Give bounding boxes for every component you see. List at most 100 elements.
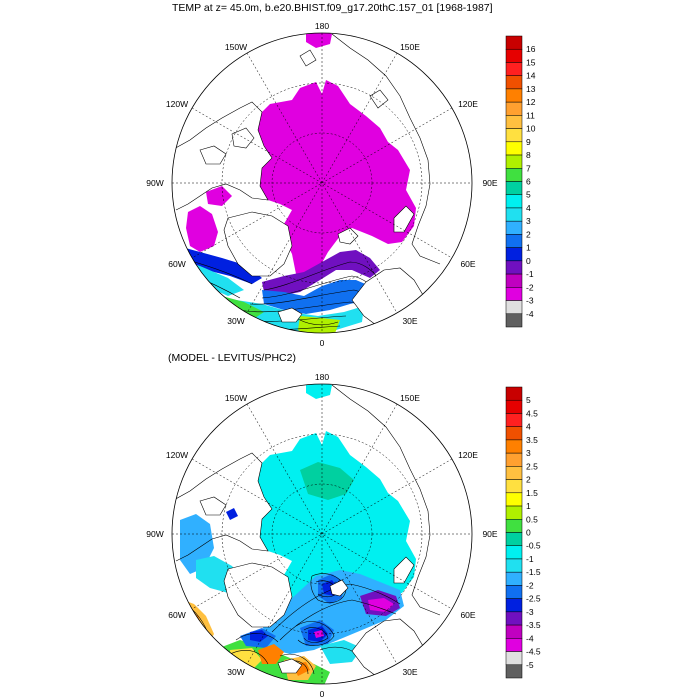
colorbar-swatch [505, 194, 523, 209]
colorbar-tick-label: -5 [526, 660, 534, 670]
panel1-field-labrador [178, 246, 262, 284]
colorbar-tick-label: -2.5 [526, 594, 541, 604]
colorbar-swatch [505, 220, 523, 235]
colorbar-swatch [505, 273, 523, 288]
colorbar-tick-label: 10 [526, 124, 536, 134]
lon-label: 150E [400, 42, 420, 52]
colorbar-tick-label: 0 [526, 256, 531, 266]
colorbar-tick-label: 14 [526, 71, 536, 81]
colorbar-swatch [505, 168, 523, 182]
panel2-map-border [171, 383, 473, 685]
colorbar-tick-label: 2 [526, 229, 531, 239]
colorbar-swatch [505, 479, 523, 494]
lon-label: 120E [458, 99, 478, 109]
colorbar-tick-label: -4 [526, 633, 534, 643]
colorbar-tick-label: -4.5 [526, 647, 541, 657]
colorbar-swatch [505, 651, 523, 666]
colorbar-swatch [505, 532, 523, 546]
colorbar-swatch [505, 505, 523, 520]
colorbar-tick-label: 8 [526, 150, 531, 160]
colorbar-tick-label: 9 [526, 137, 531, 147]
colorbar-swatch [505, 75, 523, 90]
colorbar-tick-label: 0 [526, 528, 531, 538]
colorbar-tick-label: -2 [526, 282, 534, 292]
lon-label: 30E [402, 316, 417, 326]
colorbar-swatch [505, 300, 523, 315]
colorbar-swatch [505, 399, 523, 414]
colorbar-tick-label: -2 [526, 580, 534, 590]
colorbar-tick-label: -1.5 [526, 567, 541, 577]
colorbar-swatch [505, 598, 523, 613]
colorbar-tick-label: 2 [526, 475, 531, 485]
colorbar-swatch [505, 638, 523, 652]
lon-label: 0 [320, 689, 325, 699]
colorbar-swatch [505, 115, 523, 129]
lon-label: 30E [402, 667, 417, 677]
colorbar-swatch [505, 101, 523, 116]
lon-label: 120E [458, 450, 478, 460]
colorbar-swatch [505, 545, 523, 560]
colorbar-swatch [505, 571, 523, 586]
colorbar-swatch [505, 466, 523, 480]
colorbar-tick-label: 4 [526, 422, 531, 432]
colorbar-swatch [505, 287, 523, 301]
panel2-field-nordic-seas [262, 570, 404, 654]
colorbar-tick-label: 1.5 [526, 488, 538, 498]
colorbar-swatch [505, 585, 523, 599]
colorbar-tick-label: 13 [526, 84, 536, 94]
colorbar-tick-label: 15 [526, 57, 536, 67]
colorbar-tick-label: 11 [526, 110, 535, 120]
colorbar-swatch [505, 439, 523, 454]
colorbar-tick-label: 3.5 [526, 435, 538, 445]
lon-label: 150W [225, 393, 247, 403]
colorbar-tick-label: 5 [526, 190, 531, 200]
colorbar-tick-label: 1 [526, 501, 531, 511]
colorbar-tick-label: 16 [526, 44, 536, 54]
lon-label: 120W [166, 99, 188, 109]
panel1-map: 180 150E 120E 90E 60E 30E 0 30W 60W 90W … [146, 21, 536, 348]
lon-label: 60E [460, 259, 475, 269]
colorbar-tick-label: 3 [526, 448, 531, 458]
colorbar-swatch [505, 624, 523, 639]
panel1-map-border [171, 32, 473, 334]
colorbar-swatch [505, 611, 523, 626]
colorbar-tick-label: 12 [526, 97, 536, 107]
lon-label: 60E [460, 610, 475, 620]
colorbar-tick-label: 7 [526, 163, 531, 173]
colorbar-swatch [505, 154, 523, 169]
lon-label: 120W [166, 450, 188, 460]
colorbar-swatch [505, 62, 523, 76]
colorbar-tick-label: 4.5 [526, 408, 538, 418]
lon-label: 90W [146, 529, 163, 539]
panel2-title: (MODEL - LEVITUS/PHC2) [168, 352, 296, 364]
lon-label: 150E [400, 393, 420, 403]
panel1-field-nordic-seas [262, 250, 380, 296]
lon-label: 30W [227, 316, 244, 326]
colorbar-swatch [505, 88, 523, 103]
colorbar-tick-label: 3 [526, 216, 531, 226]
colorbar-swatch [505, 181, 523, 195]
colorbar-tick-label: -3 [526, 607, 534, 617]
colorbar-tick-label: -3.5 [526, 620, 541, 630]
lon-label: 60W [168, 610, 185, 620]
colorbar-tick-label: 5 [526, 395, 531, 405]
panel1-graticule [172, 33, 472, 333]
lon-label: 180 [315, 21, 329, 31]
colorbar-swatch [505, 519, 523, 533]
panel1-siberia [331, 33, 441, 265]
panel2-lon-labels: 180 150E 120E 90E 60E 30E 0 30W 60W 90W … [146, 372, 498, 699]
colorbar-tick-label: -3 [526, 296, 534, 306]
lon-label: 90E [482, 529, 497, 539]
colorbar-swatch [505, 558, 523, 573]
colorbar-tick-label: -1 [526, 554, 534, 564]
lon-label: 0 [320, 338, 325, 348]
colorbar-swatch [505, 413, 523, 427]
colorbar-tick-label: 1 [526, 243, 531, 253]
colorbar-swatch [505, 48, 523, 63]
colorbar-tick-label: 2.5 [526, 461, 538, 471]
colorbar-swatch [505, 35, 523, 50]
colorbar-tick-label: -1 [526, 269, 534, 279]
colorbar-swatch [505, 386, 523, 401]
colorbar-tick-label: 4 [526, 203, 531, 213]
